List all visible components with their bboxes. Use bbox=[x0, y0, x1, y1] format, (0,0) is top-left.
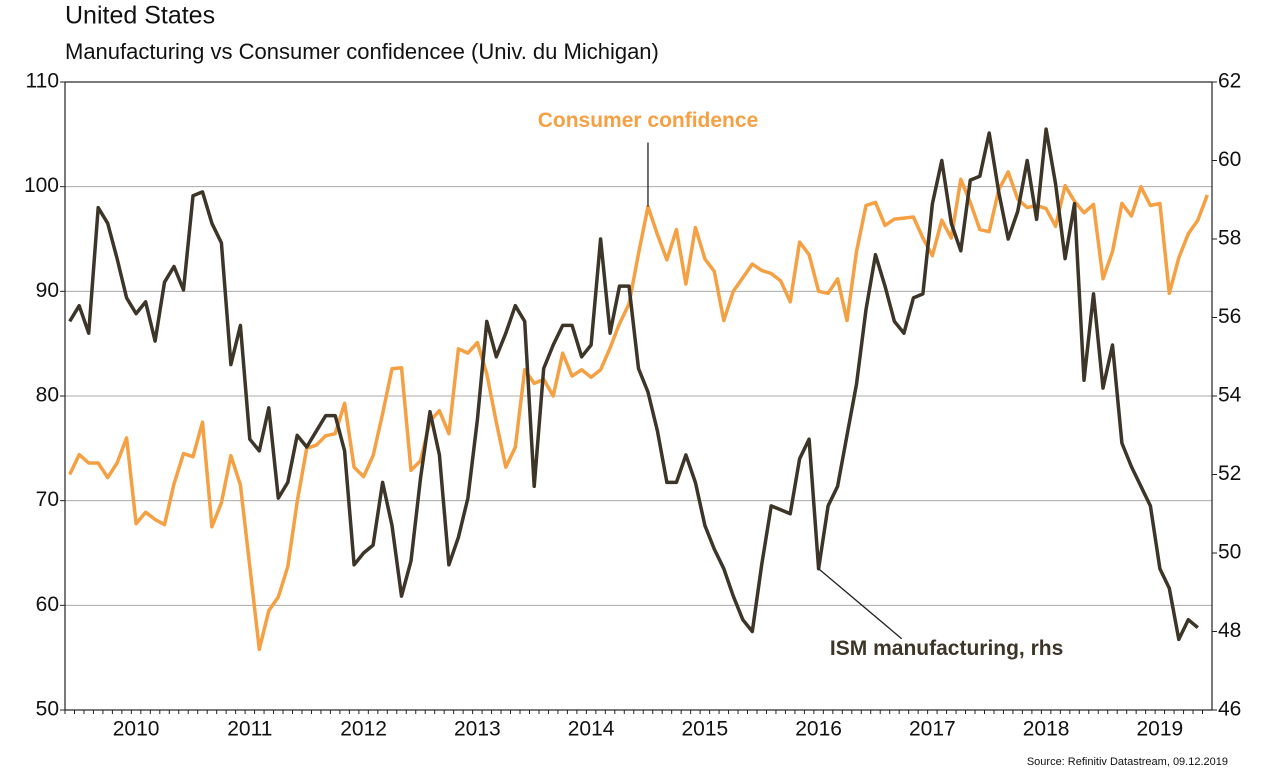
y2-tick-label: 62 bbox=[1218, 70, 1241, 93]
y2-tick-label: 60 bbox=[1218, 148, 1241, 171]
y2-tick-label: 56 bbox=[1218, 305, 1241, 328]
y2-tick-label: 52 bbox=[1218, 462, 1241, 485]
chart-title: United States bbox=[65, 2, 215, 30]
series-line bbox=[68, 127, 1199, 642]
chart-subtitle: Manufacturing vs Consumer confidencee (U… bbox=[65, 39, 659, 64]
y-tick-label: 50 bbox=[36, 698, 59, 721]
x-tick-label: 2013 bbox=[454, 718, 501, 741]
x-tick-label: 2018 bbox=[1023, 718, 1070, 741]
x-tick-label: 2011 bbox=[227, 718, 272, 741]
y-tick-label: 70 bbox=[36, 488, 59, 511]
series-line bbox=[68, 170, 1209, 652]
y-tick-label: 110 bbox=[26, 70, 59, 93]
x-tick-label: 2014 bbox=[568, 718, 615, 741]
source: Source: Refinitiv Datastream, 09.12.2019 bbox=[1027, 756, 1228, 768]
y-tick-label: 60 bbox=[36, 593, 59, 616]
annotation: Consumer confidence bbox=[538, 109, 759, 132]
y-tick-label: 80 bbox=[36, 384, 59, 407]
x-tick-label: 2012 bbox=[340, 718, 387, 741]
y-tick-label: 90 bbox=[36, 279, 59, 302]
x-tick-label: 2010 bbox=[113, 718, 160, 741]
y2-tick-label: 48 bbox=[1218, 619, 1241, 642]
x-tick-label: 2015 bbox=[681, 718, 728, 741]
y-tick-label: 100 bbox=[24, 174, 59, 197]
x-tick-label: 2017 bbox=[909, 718, 956, 741]
y2-tick-label: 54 bbox=[1218, 384, 1242, 407]
x-tick-label: 2019 bbox=[1137, 718, 1184, 741]
y2-tick-label: 46 bbox=[1218, 698, 1241, 721]
annotation-leader bbox=[818, 568, 903, 640]
y2-tick-label: 58 bbox=[1218, 227, 1241, 250]
y2-tick-label: 50 bbox=[1218, 541, 1241, 564]
plot-frame bbox=[64, 81, 1213, 711]
annotation: ISM manufacturing, rhs bbox=[830, 637, 1063, 660]
x-tick-label: 2016 bbox=[795, 718, 842, 741]
